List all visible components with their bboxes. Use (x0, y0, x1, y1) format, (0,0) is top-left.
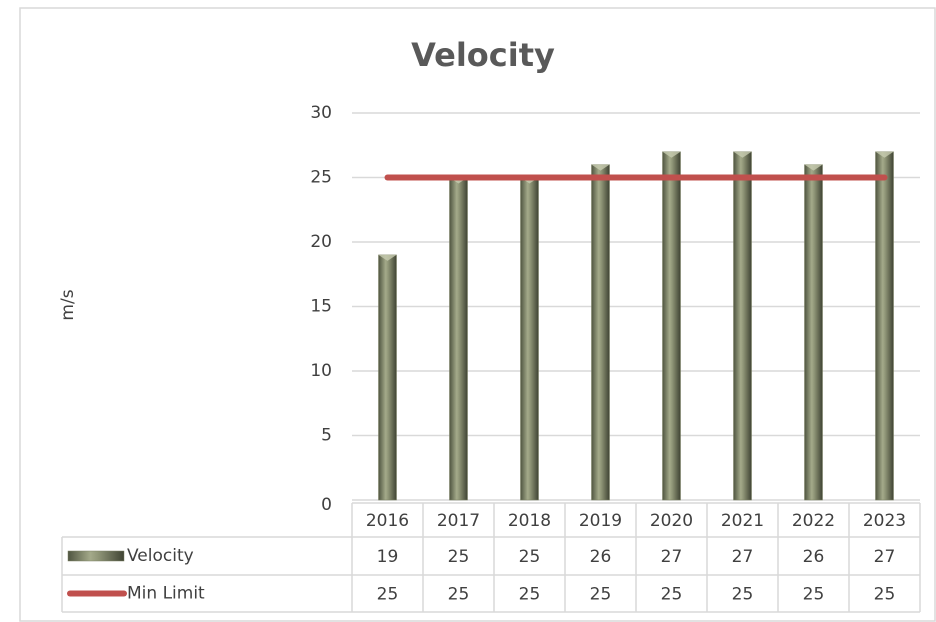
y-tick-label: 15 (310, 297, 332, 317)
table-value: 27 (661, 547, 683, 567)
y-tick-label: 10 (310, 361, 332, 381)
bar-top (378, 254, 397, 261)
table-value: 26 (590, 547, 612, 567)
table-value: 19 (377, 547, 399, 567)
table-value: 25 (874, 585, 896, 605)
legend-key (67, 550, 125, 562)
x-tick-label: 2020 (650, 511, 693, 531)
bar-top (875, 151, 894, 158)
bar (804, 164, 823, 501)
table-value: 25 (519, 547, 541, 567)
x-tick-label: 2019 (579, 511, 622, 531)
y-tick-label: 20 (310, 232, 332, 252)
y-tick-label: 0 (321, 495, 332, 515)
table-value: 25 (519, 585, 541, 605)
bar (591, 164, 610, 501)
table-value: 25 (803, 585, 825, 605)
y-tick-label: 5 (321, 426, 332, 446)
bar-top (804, 164, 823, 171)
table-value: 25 (448, 547, 470, 567)
x-tick-label: 2017 (437, 511, 480, 531)
legend-label: Min Limit (127, 584, 205, 604)
table-value: 25 (590, 585, 612, 605)
x-tick-label: 2016 (366, 511, 409, 531)
y-tick-label: 30 (310, 103, 332, 123)
table-value: 25 (377, 585, 399, 605)
table-value: 27 (874, 547, 896, 567)
chart-title: Velocity (411, 36, 555, 74)
y-axis-label: m/s (58, 289, 78, 320)
bar-top (733, 151, 752, 158)
table-value: 25 (732, 585, 754, 605)
bar-top (662, 151, 681, 158)
bar (449, 177, 468, 501)
chart-border (19, 7, 936, 622)
y-tick-label: 25 (310, 168, 332, 188)
x-tick-label: 2023 (863, 511, 906, 531)
bar-top (591, 164, 610, 171)
table-value: 25 (448, 585, 470, 605)
x-tick-label: 2022 (792, 511, 835, 531)
table-value: 27 (732, 547, 754, 567)
table-value: 25 (661, 585, 683, 605)
x-tick-label: 2021 (721, 511, 764, 531)
bar (733, 151, 752, 501)
bar (520, 177, 539, 501)
bar (662, 151, 681, 501)
bar (875, 151, 894, 501)
x-tick-label: 2018 (508, 511, 551, 531)
legend-label: Velocity (127, 546, 194, 566)
table-value: 26 (803, 547, 825, 567)
bar (378, 254, 397, 501)
